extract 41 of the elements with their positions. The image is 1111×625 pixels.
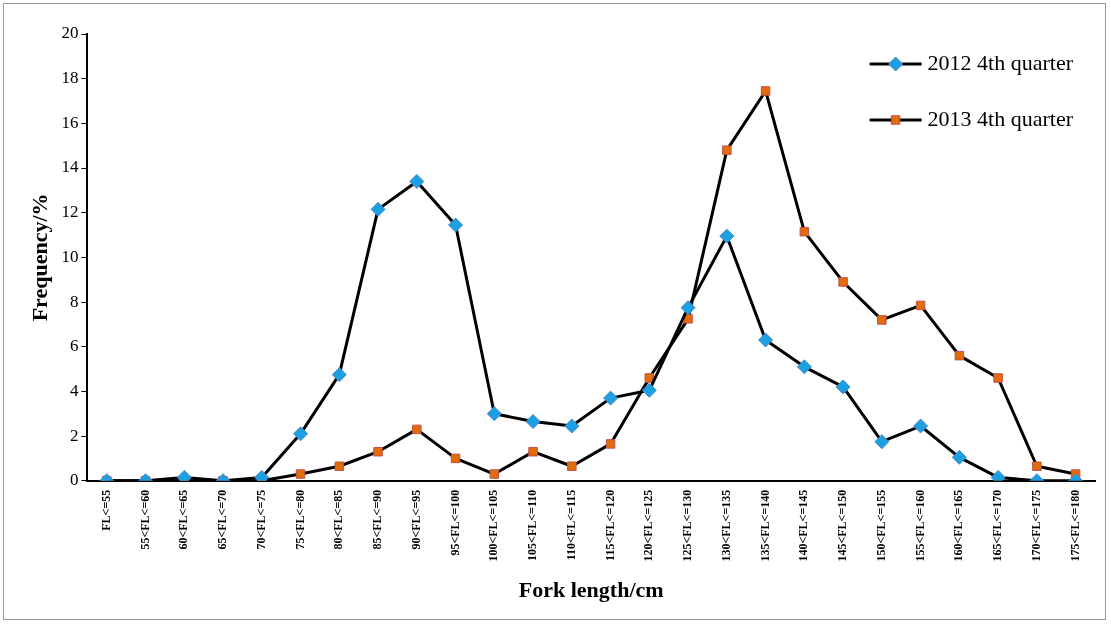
x-tick-label: 70<FL<=75: [253, 489, 268, 550]
x-tick-label: 135<FL<=140: [757, 489, 772, 562]
x-tick-label: 85<FL<=90: [370, 489, 385, 550]
x-tick-label: 130<FL<=135: [718, 489, 733, 562]
y-tick-label: 6: [69, 336, 79, 356]
y-tick-label: 10: [61, 246, 79, 266]
x-tick-label: 150<FL<=155: [873, 489, 888, 562]
x-tick-label: 60<FL<=65: [176, 489, 191, 550]
x-tick-label: 80<FL<=85: [331, 489, 346, 550]
x-tick-label: FL<=55: [98, 489, 113, 531]
x-tick-label: 160<FL<=165: [951, 489, 966, 562]
y-axis-title: Frequency/%: [26, 193, 52, 322]
x-tick-label: 175<FL<=180: [1067, 489, 1082, 562]
y-tick-label: 18: [61, 68, 79, 88]
x-tick-label: 125<FL<=130: [680, 489, 695, 562]
x-tick-label: 105<FL<=110: [525, 489, 540, 561]
legend-label: 2012 4th quarter: [927, 49, 1074, 75]
y-tick-label: 20: [61, 23, 79, 43]
x-axis-title: Fork length/cm: [518, 577, 664, 603]
y-tick-label: 4: [69, 380, 79, 400]
x-tick-label: 145<FL<=150: [835, 489, 850, 562]
x-tick-label: 140<FL<=145: [796, 489, 811, 562]
y-tick-label: 0: [69, 470, 79, 490]
x-tick-label: 90<FL<=95: [408, 489, 423, 550]
x-tick-label: 65<FL<=70: [215, 489, 230, 550]
x-tick-label: 100<FL<=105: [486, 489, 501, 562]
x-tick-label: 120<FL<=125: [641, 489, 656, 562]
x-tick-label: 110<FL<=115: [563, 489, 578, 561]
x-tick-label: 55<FL<=60: [137, 489, 152, 550]
y-tick-label: 12: [61, 202, 79, 222]
x-tick-label: 115<FL<=120: [602, 489, 617, 561]
x-tick-label: 95<FL<=100: [447, 489, 462, 556]
y-tick-label: 2: [69, 425, 79, 445]
x-tick-label: 165<FL<=170: [990, 489, 1005, 562]
y-tick-label: 14: [61, 157, 79, 177]
x-tick-label: 155<FL<=160: [912, 489, 927, 562]
x-tick-label: 170<FL<=175: [1028, 489, 1043, 562]
legend-label: 2013 4th quarter: [927, 105, 1074, 131]
y-tick-label: 8: [69, 291, 79, 311]
x-tick-label: 75<FL<=80: [292, 489, 307, 550]
y-tick-label: 16: [61, 112, 79, 132]
